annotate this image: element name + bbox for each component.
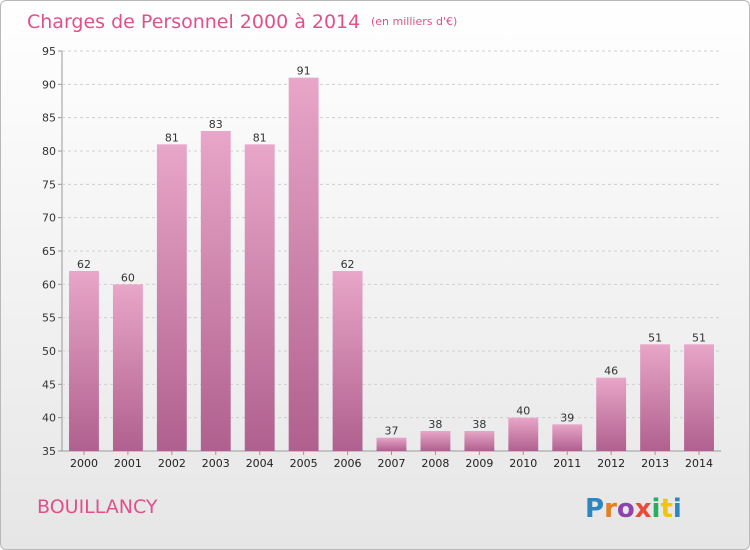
chart-title: Charges de Personnel 2000 à 2014: [27, 11, 360, 33]
y-tick-label: 60: [42, 278, 56, 291]
logo-letter: o: [617, 494, 635, 524]
data-label-2007: 37: [385, 425, 399, 438]
data-label-2002: 81: [165, 131, 179, 144]
x-tick-label-2014: 2014: [685, 457, 713, 470]
bar-2000: [69, 271, 99, 451]
y-tick-label: 50: [42, 345, 56, 358]
data-label-2001: 60: [121, 271, 135, 284]
chart-subtitle: (en milliers d'€): [371, 15, 457, 28]
x-tick-label-2006: 2006: [334, 457, 362, 470]
bar-2006: [332, 271, 363, 451]
data-label-2011: 39: [560, 411, 574, 424]
logo-letter: i: [673, 494, 682, 524]
y-tick-label: 55: [42, 312, 56, 325]
bar-2011: [552, 424, 583, 451]
logo-letter: x: [635, 494, 652, 524]
data-label-2012: 46: [604, 365, 618, 378]
y-tick-label: 40: [42, 412, 56, 425]
y-tick-label: 85: [42, 112, 56, 125]
x-tick-label-2003: 2003: [202, 457, 230, 470]
bar-2003: [200, 131, 231, 451]
bar-2002: [156, 144, 187, 452]
x-tick-label-2005: 2005: [290, 457, 318, 470]
proxiti-logo: Proxiti: [585, 494, 682, 524]
y-tick-label: 35: [42, 445, 56, 458]
data-label-2005: 91: [297, 65, 311, 78]
bar-2010: [508, 417, 539, 451]
bar-2008: [420, 431, 451, 451]
data-label-2014: 51: [692, 331, 706, 344]
bar-2004: [244, 144, 275, 452]
x-tick-label-2000: 2000: [70, 457, 98, 470]
y-tick-label: 80: [42, 145, 56, 158]
x-tick-label-2002: 2002: [158, 457, 186, 470]
x-tick-label-2012: 2012: [597, 457, 625, 470]
x-tick-label-2010: 2010: [509, 457, 537, 470]
bar-2007: [376, 437, 407, 451]
y-tick-label: 90: [42, 78, 56, 91]
data-label-2003: 83: [209, 118, 223, 131]
logo-letter: t: [660, 494, 672, 524]
y-tick-label: 65: [42, 245, 56, 258]
data-label-2008: 38: [428, 418, 442, 431]
x-tick-label-2004: 2004: [246, 457, 274, 470]
y-tick-label: 75: [42, 178, 56, 191]
data-label-2004: 81: [253, 131, 267, 144]
x-tick-label-2007: 2007: [378, 457, 406, 470]
x-tick-label-2001: 2001: [114, 457, 142, 470]
data-label-2000: 62: [77, 258, 91, 271]
commune-name: BOUILLANCY: [37, 496, 158, 518]
logo-letter: r: [604, 494, 617, 524]
x-tick-label-2009: 2009: [465, 457, 493, 470]
x-tick-label-2013: 2013: [641, 457, 669, 470]
logo-letter: P: [585, 494, 604, 524]
data-label-2010: 40: [516, 405, 530, 418]
data-label-2013: 51: [648, 331, 662, 344]
x-tick-label-2011: 2011: [553, 457, 581, 470]
bar-2001: [112, 284, 143, 451]
data-label-2006: 62: [341, 258, 355, 271]
bar-2009: [464, 431, 495, 451]
y-tick-label: 95: [42, 45, 56, 58]
y-tick-label: 45: [42, 378, 56, 391]
x-tick-label-2008: 2008: [421, 457, 449, 470]
data-label-2009: 38: [472, 418, 486, 431]
bar-2013: [640, 344, 671, 451]
bar-2012: [596, 377, 627, 451]
bar-2014: [684, 344, 714, 451]
y-tick-label: 70: [42, 212, 56, 225]
logo-letter: i: [652, 494, 661, 524]
bar-2005: [288, 77, 319, 452]
